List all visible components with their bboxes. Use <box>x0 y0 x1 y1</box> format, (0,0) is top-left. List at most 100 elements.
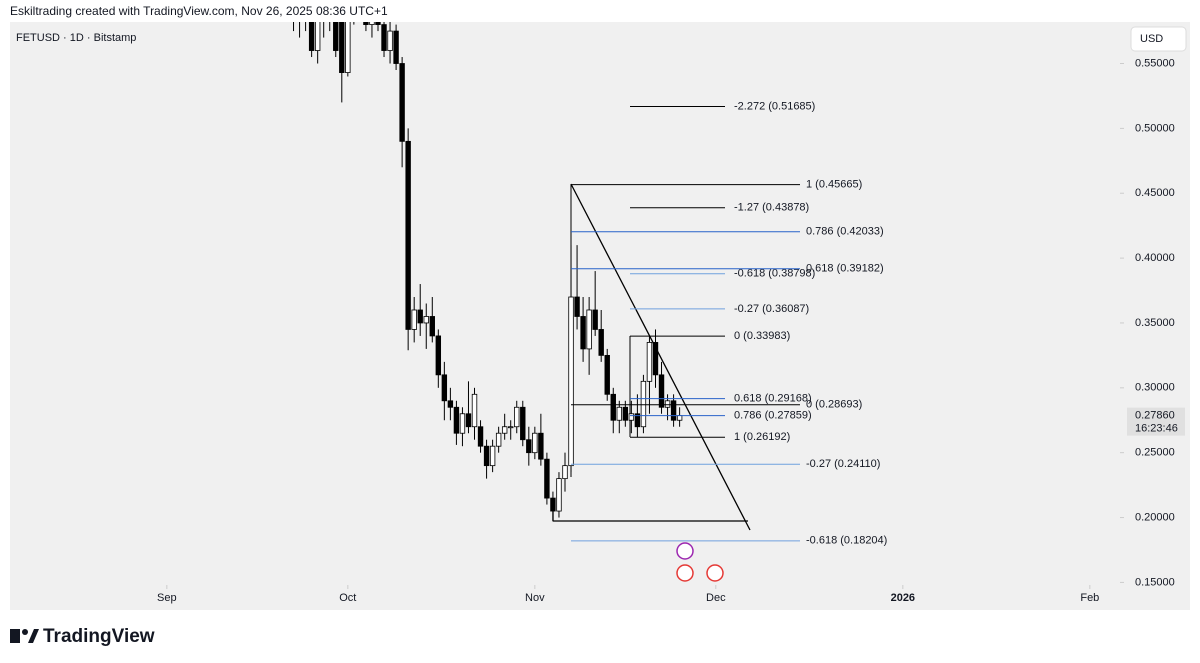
candle-body <box>646 342 653 382</box>
candle-body <box>399 63 405 142</box>
x-tick-label: Oct <box>339 592 356 604</box>
fib-label: -0.618 (0.18204) <box>806 535 887 547</box>
candle-body <box>514 406 520 428</box>
event-icon[interactable] <box>676 542 694 560</box>
candle-body <box>381 24 387 51</box>
candle-body <box>471 393 478 428</box>
candle-body <box>459 413 466 434</box>
candle-body <box>308 22 315 51</box>
y-tick-label: 0.35000 <box>1135 317 1175 329</box>
chart-panel <box>10 22 1190 610</box>
fib-label: 0 (0.33983) <box>734 330 790 342</box>
y-tick-label: 0.45000 <box>1135 187 1175 199</box>
x-tick-label: Nov <box>525 592 545 604</box>
x-tick-label: Feb <box>1080 592 1099 604</box>
x-tick-label: 2026 <box>891 592 915 604</box>
fib-label: 0.786 (0.42033) <box>806 226 884 238</box>
candle-body <box>387 30 393 51</box>
candle-body <box>520 406 526 441</box>
candle-body <box>423 316 429 324</box>
candle-body <box>495 432 502 447</box>
candle-body <box>441 374 448 402</box>
candle-body <box>628 413 635 421</box>
trend-line <box>570 183 751 531</box>
currency: USD <box>1140 33 1163 45</box>
countdown: 16:23:46 <box>1135 422 1178 434</box>
candle-body <box>622 406 629 421</box>
candle-body <box>453 406 460 434</box>
event-icons <box>676 542 724 582</box>
candle-body <box>501 426 508 434</box>
fib-label: -0.27 (0.36087) <box>734 303 809 315</box>
candle-body <box>447 400 454 408</box>
candle-body <box>417 309 423 324</box>
y-tick-label: 0.30000 <box>1135 382 1175 394</box>
candle-body <box>604 354 610 395</box>
candle-body <box>550 497 556 512</box>
last-price-box <box>1127 407 1185 436</box>
candle-body <box>435 335 442 376</box>
candle-body <box>526 439 532 454</box>
candle-body <box>369 22 375 25</box>
candle-body <box>465 413 472 428</box>
candle-body <box>393 30 399 64</box>
y-tick-label: 0.55000 <box>1135 57 1175 69</box>
candle-body <box>411 309 417 330</box>
candle-body <box>429 316 435 337</box>
y-tick-label: 0.20000 <box>1135 511 1175 523</box>
candle-body <box>538 432 544 460</box>
candle-body <box>610 393 616 421</box>
brand: TradingView <box>43 626 155 647</box>
x-tick-label: Dec <box>706 592 726 604</box>
fib-label: 0.618 (0.39182) <box>806 263 884 275</box>
candle-body <box>314 22 321 51</box>
fib-label: 1 (0.26192) <box>734 431 790 443</box>
y-tick-label: 0.15000 <box>1135 576 1175 588</box>
fib-label: 1 (0.45665) <box>806 179 862 191</box>
candle-body <box>508 426 514 429</box>
candle-body <box>405 140 411 330</box>
candle-body <box>676 415 683 421</box>
x-tick-label: Sep <box>157 592 177 604</box>
candle-body <box>652 342 659 376</box>
brand-logo <box>10 629 39 643</box>
candle-body <box>556 478 562 512</box>
candle-body <box>333 22 339 51</box>
event-icon[interactable] <box>706 564 724 582</box>
y-tick-label: 0.25000 <box>1135 447 1175 459</box>
candle-body <box>640 380 647 428</box>
candle-body <box>339 22 345 73</box>
candle-body <box>544 458 550 499</box>
fib-label: -0.618 (0.38798) <box>734 268 815 280</box>
fib-label: 0.618 (0.29168) <box>734 393 812 405</box>
candle-body <box>345 22 351 73</box>
fib-label: -0.27 (0.24110) <box>806 458 880 470</box>
candle-body <box>532 432 538 454</box>
fib-label: 0 (0.28693) <box>806 399 862 411</box>
fib-label: -2.272 (0.51685) <box>734 100 815 112</box>
last-price: 0.27860 <box>1135 409 1175 421</box>
candle-body <box>489 445 496 467</box>
credit: Eskiltrading created with TradingView.co… <box>10 4 388 18</box>
candle-body <box>634 413 641 428</box>
y-tick-label: 0.50000 <box>1135 122 1175 134</box>
candle-body <box>598 329 604 356</box>
candle-body <box>562 465 568 480</box>
candle-body <box>670 400 677 421</box>
candle-body <box>574 296 580 317</box>
y-tick-label: 0.40000 <box>1135 252 1175 264</box>
candle-body <box>483 445 490 467</box>
candle-body <box>580 316 586 350</box>
candle-body <box>616 406 622 421</box>
symbol: FETUSD · 1D · Bitstamp <box>16 32 136 44</box>
fib-label: 0.786 (0.27859) <box>734 410 812 422</box>
candle-body <box>586 309 592 350</box>
plot: -2.272 (0.51685) -1.27 (0.43878) -0.618 (0… <box>293 22 887 547</box>
candle-body <box>375 22 381 25</box>
candle-body <box>568 296 574 467</box>
currency-button[interactable] <box>1130 26 1187 52</box>
event-icon[interactable] <box>676 564 694 582</box>
candle-body <box>664 400 671 408</box>
